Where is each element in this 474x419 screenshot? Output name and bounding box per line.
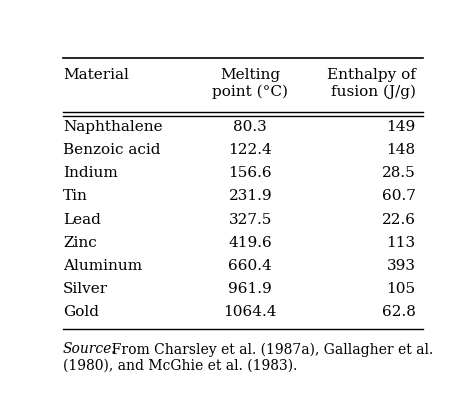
Text: 327.5: 327.5 [228,212,272,227]
Text: 148: 148 [386,143,416,157]
Text: 80.3: 80.3 [233,120,267,134]
Text: 1064.4: 1064.4 [224,305,277,319]
Text: Gold: Gold [63,305,99,319]
Text: Enthalpy of
fusion (J/g): Enthalpy of fusion (J/g) [327,68,416,99]
Text: 419.6: 419.6 [228,236,272,250]
Text: Tin: Tin [63,189,88,203]
Text: 149: 149 [386,120,416,134]
Text: Source:: Source: [63,342,117,356]
Text: Silver: Silver [63,282,108,296]
Text: 660.4: 660.4 [228,259,272,273]
Text: Melting
point (°C): Melting point (°C) [212,68,288,99]
Text: Lead: Lead [63,212,101,227]
Text: Material: Material [63,68,129,82]
Text: (1980), and McGhie et al. (1983).: (1980), and McGhie et al. (1983). [63,358,297,372]
Text: Indium: Indium [63,166,118,180]
Text: 105: 105 [386,282,416,296]
Text: 122.4: 122.4 [228,143,272,157]
Text: From Charsley et al. (1987a), Gallagher et al.: From Charsley et al. (1987a), Gallagher … [102,342,433,357]
Text: 60.7: 60.7 [382,189,416,203]
Text: 156.6: 156.6 [228,166,272,180]
Text: 231.9: 231.9 [228,189,272,203]
Text: 62.8: 62.8 [382,305,416,319]
Text: 113: 113 [386,236,416,250]
Text: 393: 393 [387,259,416,273]
Text: Zinc: Zinc [63,236,97,250]
Text: 28.5: 28.5 [382,166,416,180]
Text: Aluminum: Aluminum [63,259,142,273]
Text: 961.9: 961.9 [228,282,272,296]
Text: Naphthalene: Naphthalene [63,120,163,134]
Text: Benzoic acid: Benzoic acid [63,143,160,157]
Text: 22.6: 22.6 [382,212,416,227]
